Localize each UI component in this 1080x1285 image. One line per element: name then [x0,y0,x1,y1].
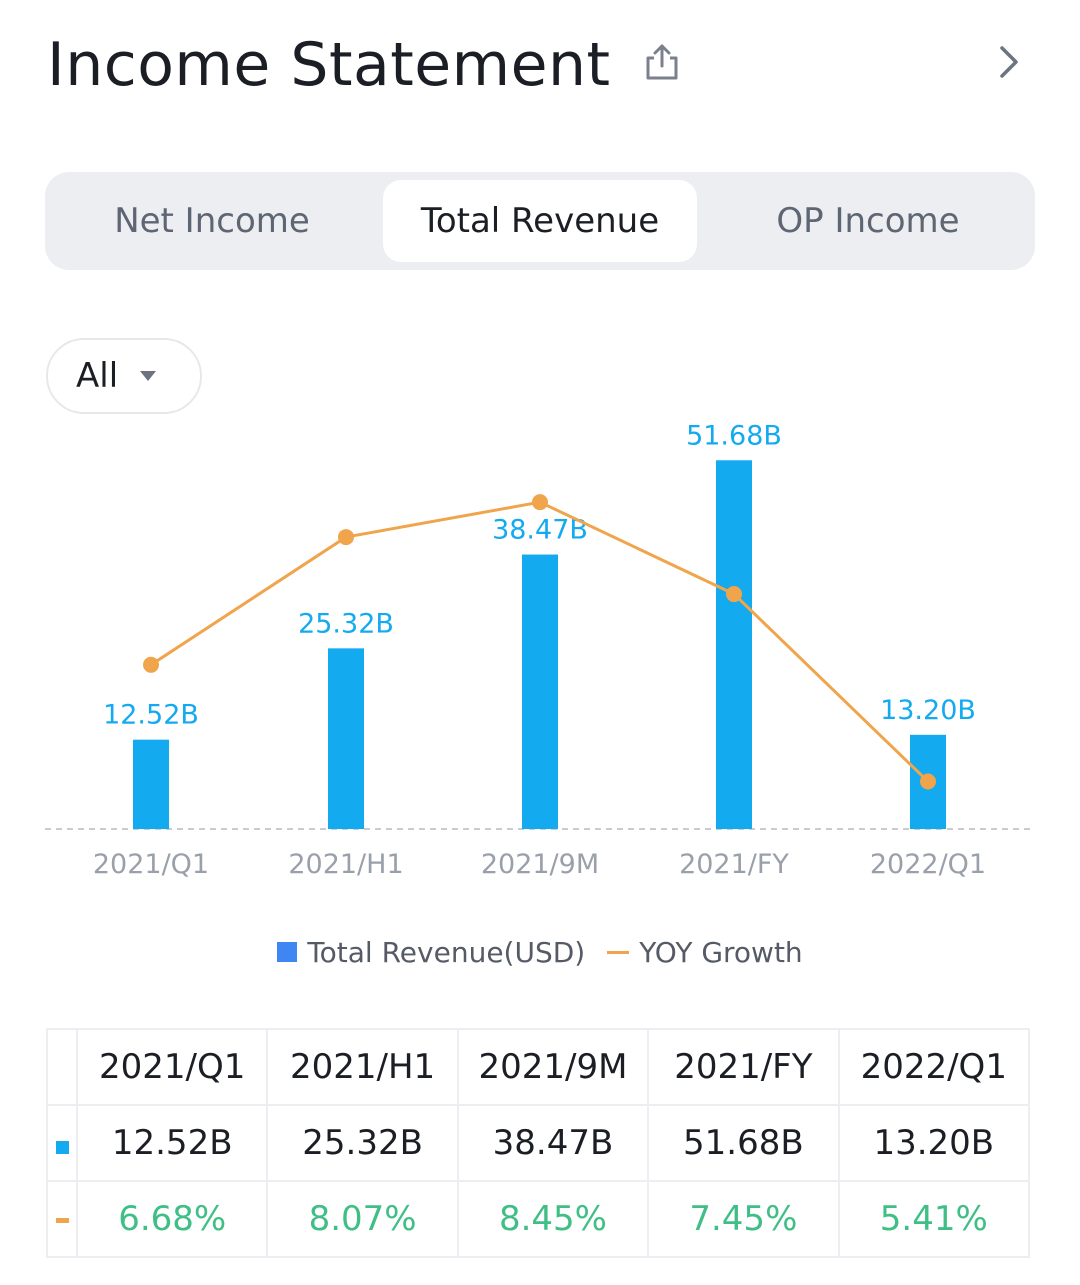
x-tick-label: 2021/Q1 [93,849,209,880]
legend-bar-label: Total Revenue(USD) [307,935,586,969]
table-header: 2021/9M [456,1028,650,1106]
chevron-right-icon[interactable] [990,42,1026,82]
period-filter-value: All [76,356,119,396]
x-tick-label: 2021/H1 [288,849,403,880]
bar-value-label: 38.47B [492,515,588,546]
table-header: 2021/FY [647,1028,840,1106]
share-icon[interactable] [640,40,684,84]
tab-total-revenue[interactable]: Total Revenue [383,180,697,262]
growth-row-key [46,1180,78,1258]
yoy-growth-point [338,529,354,546]
revenue-bar [133,739,169,829]
yoy-growth-point [143,656,159,673]
table-cell: 5.41% [837,1180,1031,1258]
legend-line-swatch [607,950,630,954]
bar-value-label: 13.20B [880,695,976,726]
bar-key-icon [55,1141,69,1154]
table-cell: 6.68% [75,1180,269,1258]
table-corner [46,1028,78,1106]
data-table: 2021/Q1 2021/H1 2021/9M 2021/FY 2022/Q1 … [46,1028,1031,1258]
yoy-growth-point [726,586,742,603]
revenue-bar [716,460,752,829]
table-cell: 12.52B [75,1104,269,1182]
table-cell: 7.45% [647,1180,840,1258]
legend-line-label: YOY Growth [639,935,803,969]
tab-net-income[interactable]: Net Income [114,201,310,241]
table-header: 2021/H1 [266,1028,459,1106]
tab-op-income[interactable]: OP Income [776,201,960,241]
table-header-row: 2021/Q1 2021/H1 2021/9M 2021/FY 2022/Q1 [46,1028,1031,1106]
period-filter-dropdown[interactable]: All [46,338,202,414]
header: Income Statement [0,0,1080,130]
table-cell: 8.07% [266,1180,459,1258]
page-title: Income Statement [47,30,611,100]
table-cell: 38.47B [456,1104,650,1182]
table-cell: 13.20B [837,1104,1031,1182]
bar-value-label: 51.68B [686,420,782,451]
legend-bar-swatch [277,942,298,962]
revenue-row-key [46,1104,78,1182]
chart-legend: Total Revenue(USD) YOY Growth [0,930,1080,974]
caret-down-icon [140,371,157,381]
revenue-bar [522,554,558,829]
x-tick-label: 2021/FY [679,849,789,880]
table-header: 2021/Q1 [75,1028,269,1106]
table-header: 2022/Q1 [837,1028,1031,1106]
bar-value-label: 25.32B [298,608,394,639]
line-key-icon [55,1218,69,1223]
bar-value-label: 12.52B [103,700,199,731]
table-row-revenue: 12.52B 25.32B 38.47B 51.68B 13.20B [46,1104,1031,1182]
revenue-bar [328,648,364,829]
x-tick-label: 2021/9M [481,849,599,880]
revenue-chart: 12.52B 25.32B 38.47B 51.68B 13.20B 2021/Q1 202… [45,420,1035,880]
x-tick-label: 2022/Q1 [870,849,986,880]
table-cell: 25.32B [266,1104,459,1182]
yoy-growth-point [532,494,548,511]
table-row-growth: 6.68% 8.07% 8.45% 7.45% 5.41% [46,1180,1031,1258]
table-cell: 8.45% [456,1180,650,1258]
table-cell: 51.68B [647,1104,840,1182]
yoy-growth-point [920,773,936,790]
metric-tabs: Net Income Total Revenue OP Income [45,172,1035,270]
